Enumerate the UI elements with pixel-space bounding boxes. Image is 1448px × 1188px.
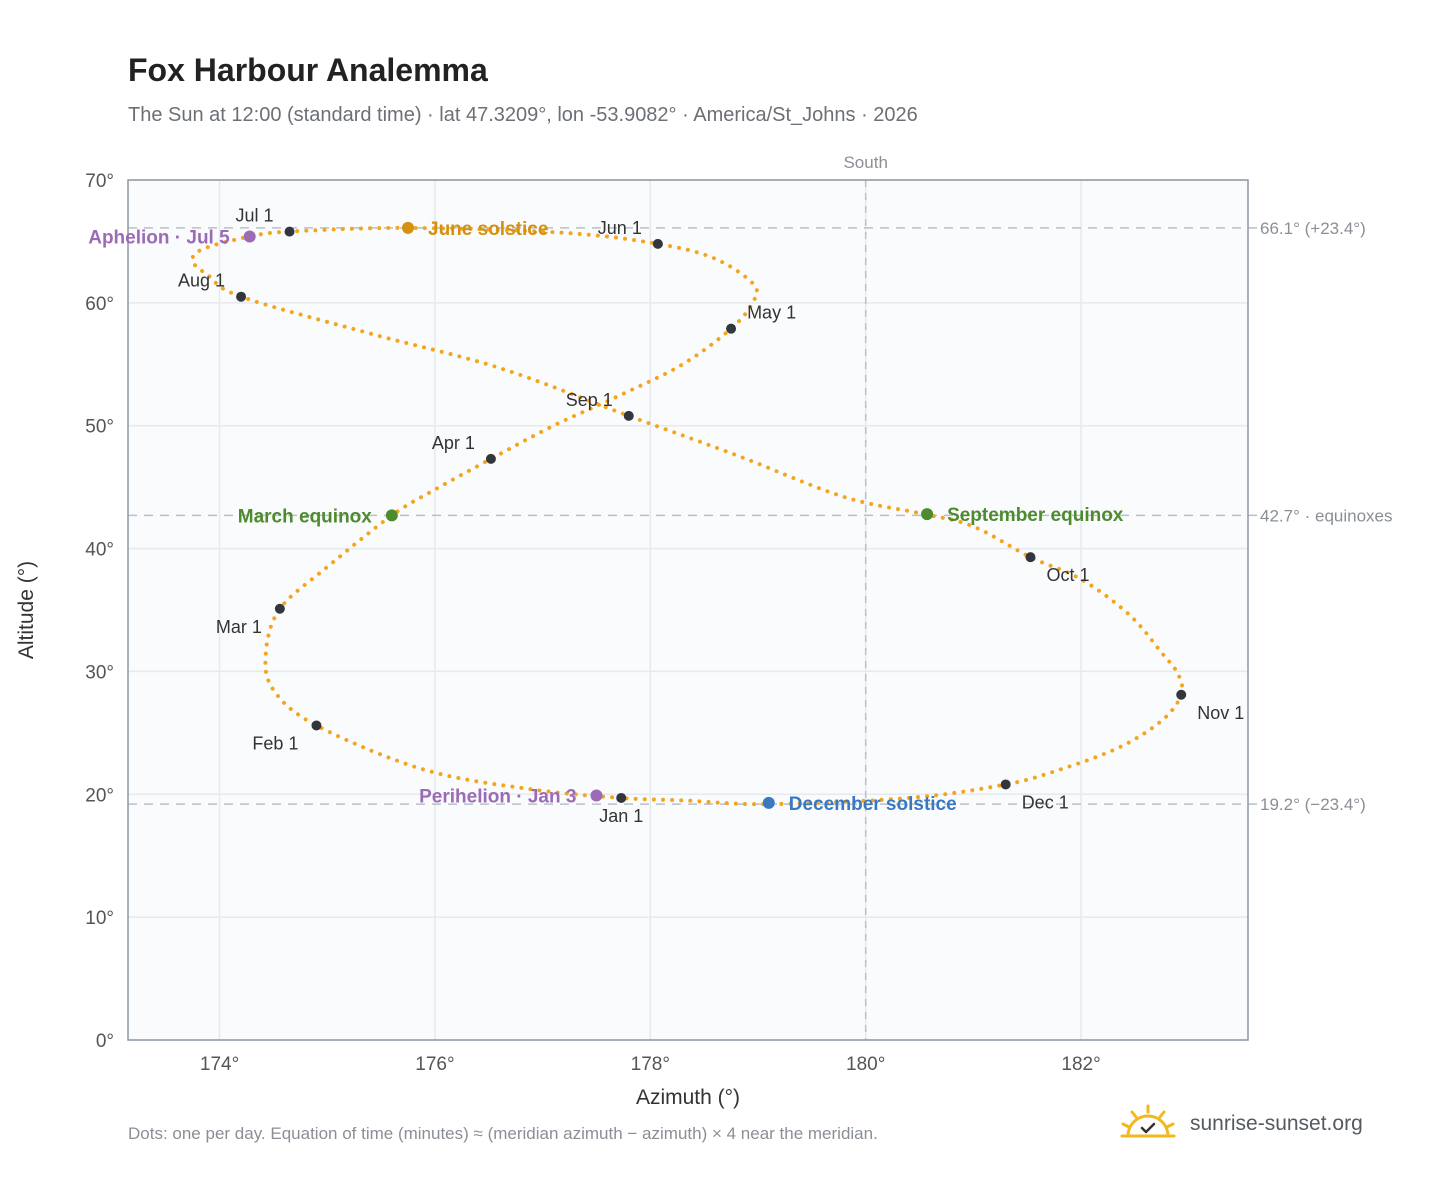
month-marker — [236, 291, 247, 302]
y-axis-label: Altitude (°) — [15, 561, 38, 659]
y-tick-label: 40° — [85, 540, 114, 561]
month-label: May 1 — [747, 303, 796, 323]
month-label: Oct 1 — [1046, 565, 1089, 585]
month-label: Mar 1 — [216, 617, 262, 637]
month-marker — [616, 792, 627, 803]
month-marker — [726, 323, 737, 334]
month-label: Jun 1 — [598, 218, 642, 238]
month-label: Nov 1 — [1197, 703, 1244, 723]
x-tick-label: 178° — [631, 1054, 670, 1075]
footnote: Dots: one per day. Equation of time (min… — [128, 1124, 878, 1143]
analemma-path — [190, 225, 1185, 807]
month-label: Apr 1 — [432, 433, 475, 453]
plot-background — [128, 180, 1248, 1040]
y-tick-label: 30° — [85, 662, 114, 683]
event-label: Aphelion · Jul 5 — [88, 228, 230, 249]
brand-logo[interactable]: sunrise-sunset.org — [1120, 1100, 1390, 1150]
x-tick-label: 182° — [1061, 1054, 1100, 1075]
y-tick-label: 70° — [85, 171, 114, 192]
plot-frame — [127, 179, 1249, 1041]
y-tick-label: 60° — [85, 294, 114, 315]
x-tick-label: 180° — [846, 1054, 885, 1075]
month-markers: Jan 1 Feb 1 Mar 1 Apr 1 May 1 Jun 1 Jul 1 Aug 1… — [178, 206, 1244, 826]
event-marker — [921, 508, 934, 521]
chart-title: Fox Harbour Analemma — [128, 52, 488, 88]
y-tick-label: 10° — [85, 908, 114, 929]
analemma-curve — [190, 225, 1185, 807]
month-label: Aug 1 — [178, 271, 225, 291]
event-label: Perihelion · Jan 3 — [419, 787, 576, 808]
reference-line-label: 66.1° (+23.4°) — [1260, 219, 1366, 238]
month-marker — [311, 720, 322, 731]
event-label: June solstice — [428, 219, 548, 240]
month-label: Jan 1 — [599, 806, 643, 826]
meridian-label: South — [843, 153, 887, 172]
month-marker — [1000, 779, 1011, 790]
month-label: Jul 1 — [236, 206, 274, 226]
reference-lines: South 66.1° (+23.4°) 42.7° · equinoxes 19.2… — [128, 153, 1393, 1040]
sun-logo-icon — [1120, 1104, 1176, 1138]
y-tick-label: 20° — [85, 785, 114, 806]
reference-line-label: 42.7° · equinoxes — [1260, 506, 1393, 525]
y-tick-label: 50° — [85, 417, 114, 438]
x-axis-label: Azimuth (°) — [636, 1086, 740, 1109]
event-label: September equinox — [947, 505, 1124, 526]
x-tick-label: 176° — [415, 1054, 454, 1075]
month-label: Feb 1 — [252, 733, 298, 753]
month-marker — [1025, 552, 1036, 563]
month-label: Sep 1 — [566, 390, 613, 410]
month-marker — [284, 226, 295, 237]
event-marker — [385, 509, 398, 522]
y-tick-label: 0° — [96, 1031, 114, 1052]
reference-line-label: 19.2° (−23.4°) — [1260, 795, 1366, 814]
event-label: March equinox — [238, 506, 373, 527]
x-tick-label: 174° — [200, 1054, 239, 1075]
month-marker — [1176, 689, 1187, 700]
month-label: Dec 1 — [1022, 792, 1069, 812]
event-marker — [402, 221, 414, 234]
event-marker — [762, 796, 775, 809]
event-label: December solstice — [789, 794, 957, 815]
event-markers: June solstice March equinox September equi… — [88, 219, 1124, 815]
month-marker — [623, 410, 634, 421]
axis-ticks: 174° 176° 178° 180° 182° 0° 10° 20° 30° 40° 50° 60°… — [85, 171, 1100, 1075]
month-marker — [274, 603, 285, 614]
month-marker — [485, 453, 496, 464]
month-marker — [652, 238, 663, 249]
brand-text: sunrise-sunset.org — [1190, 1112, 1363, 1135]
event-marker — [590, 789, 603, 802]
event-marker — [243, 230, 256, 243]
chart-subtitle: The Sun at 12:00 (standard time) · lat 4… — [128, 104, 918, 126]
